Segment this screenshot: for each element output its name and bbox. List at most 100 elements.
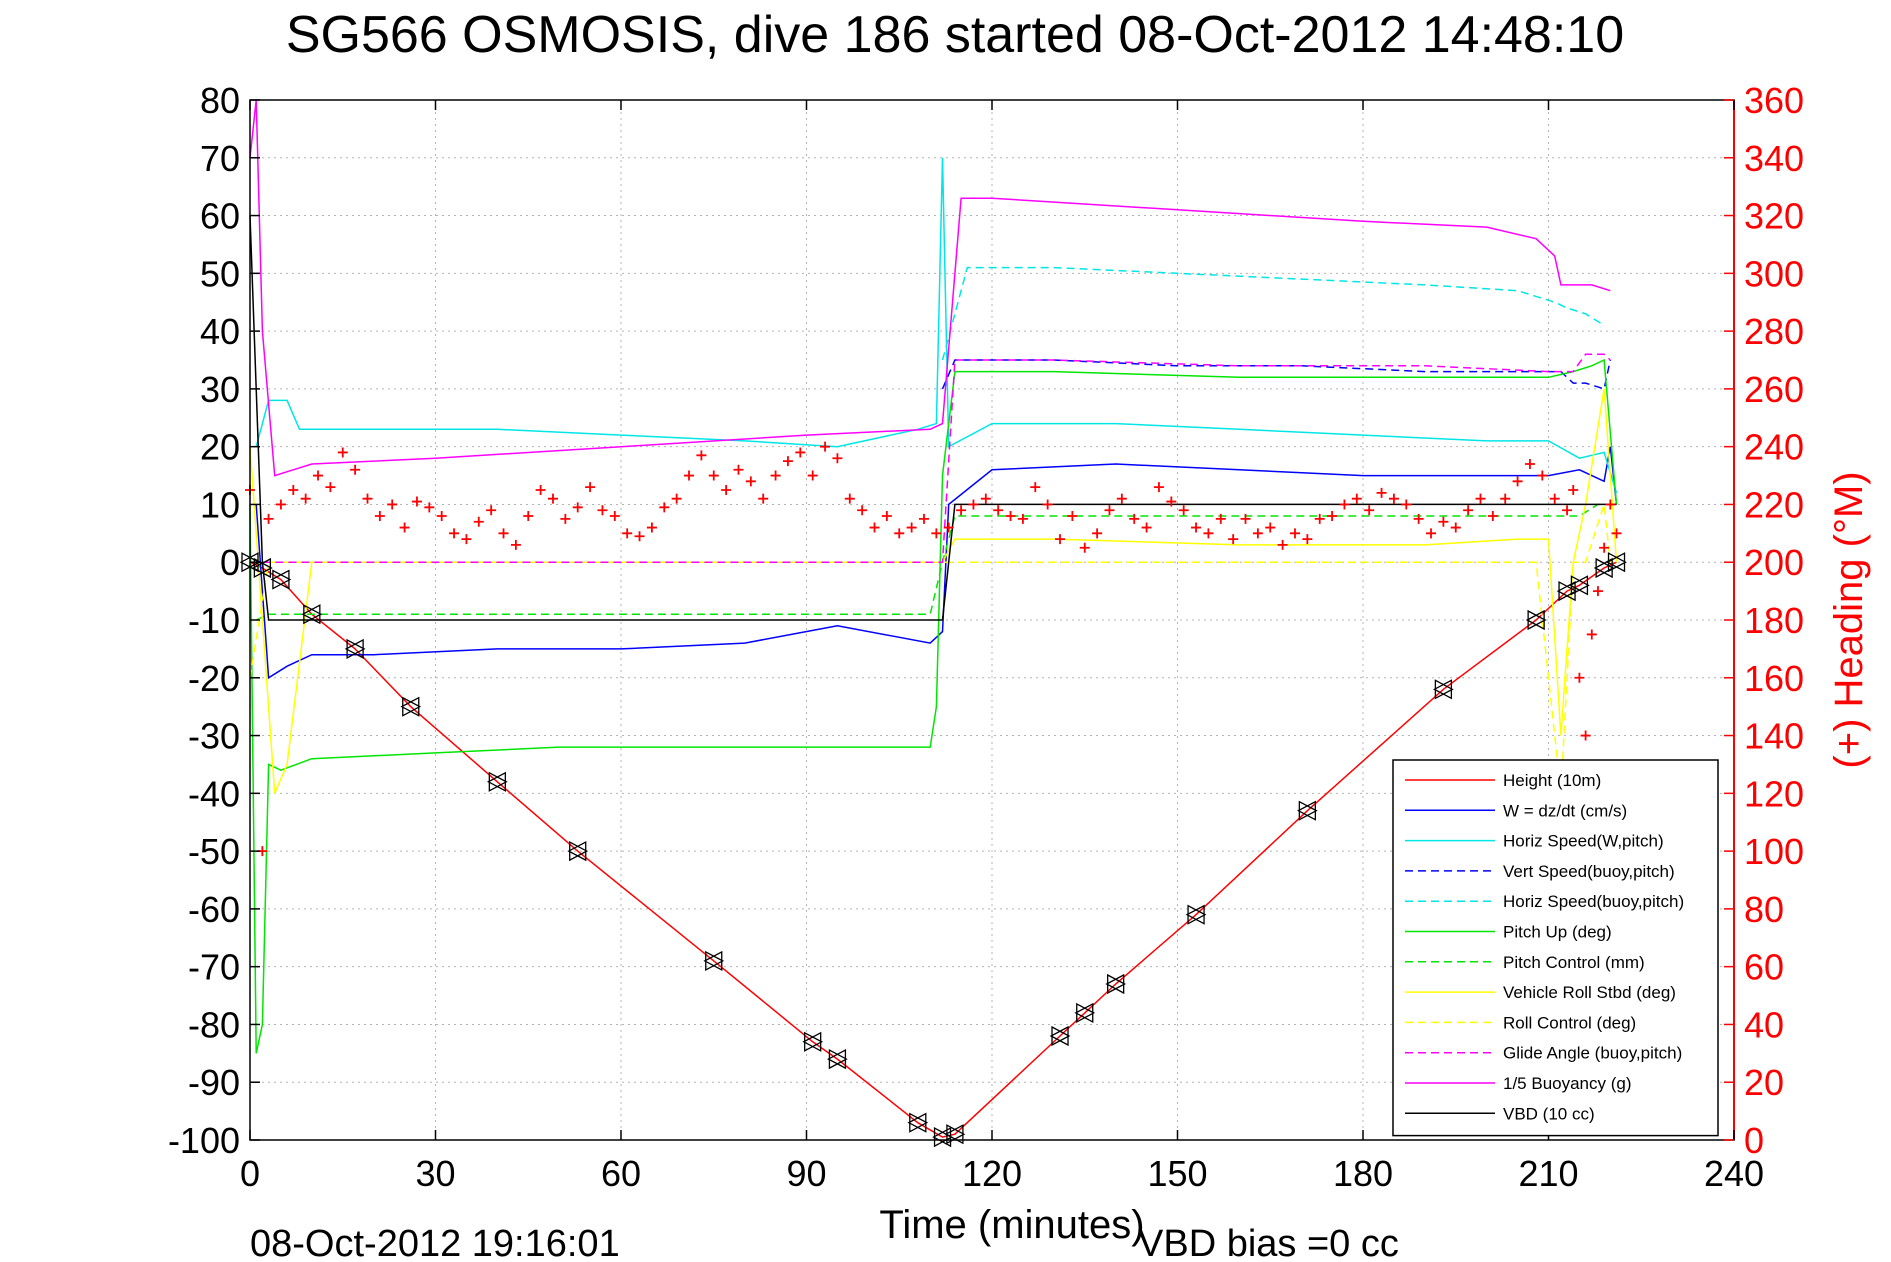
waypoint-marker	[1606, 552, 1627, 573]
y-tick-label: 50	[200, 253, 240, 294]
series-line-6	[255, 503, 1611, 621]
heading-point	[362, 493, 373, 504]
heading-point	[1191, 522, 1202, 533]
series-line-5	[249, 358, 1618, 1054]
series-layer	[249, 99, 1618, 1138]
heading-point	[399, 522, 410, 533]
y2-tick-label: 80	[1744, 889, 1784, 930]
heading-point	[1463, 505, 1474, 516]
y-tick-label: -30	[188, 716, 240, 757]
y-tick-label: -100	[168, 1120, 240, 1161]
heading-point	[1475, 493, 1486, 504]
heading-point	[498, 528, 509, 539]
heading-point	[1240, 513, 1251, 524]
heading-point	[1203, 528, 1214, 539]
x-tick-label: 120	[962, 1153, 1022, 1194]
x-tick-label: 210	[1518, 1153, 1578, 1194]
series-line-3	[941, 359, 1612, 390]
waypoint-marker	[567, 841, 589, 862]
heading-point	[1413, 513, 1424, 524]
waypoint-marker	[907, 1112, 929, 1133]
legend-label: 1/5 Buoyancy (g)	[1503, 1074, 1632, 1093]
timestamp-footer: 08-Oct-2012 19:16:01	[250, 1223, 620, 1262]
y2-tick-label: 0	[1744, 1120, 1764, 1161]
heading-point	[1277, 539, 1288, 550]
heading-point	[1228, 534, 1239, 545]
heading-point	[931, 528, 942, 539]
y-tick-label: 80	[200, 80, 240, 121]
y2-tick-label: 100	[1744, 831, 1804, 872]
heading-point	[585, 482, 596, 493]
legend: Height (10m) W = dz/dt (cm/s) Horiz Speed(…	[1392, 759, 1719, 1137]
y2-axis-label: (+) Heading (°M)	[1827, 471, 1871, 768]
y-tick-label: -50	[188, 831, 240, 872]
waypoint-marker	[827, 1049, 848, 1070]
heading-point	[646, 522, 657, 533]
heading-point	[1351, 493, 1362, 504]
legend-label: Height (10m)	[1503, 771, 1601, 790]
heading-point	[980, 493, 991, 504]
heading-point	[1586, 629, 1597, 640]
heading-point	[622, 528, 633, 539]
heading-point	[1339, 499, 1350, 510]
y-tick-label: -90	[188, 1062, 240, 1103]
legend-label: Pitch Control (mm)	[1503, 953, 1645, 972]
y2-tick-label: 40	[1744, 1004, 1784, 1045]
heading-point	[881, 511, 892, 521]
legend-label: Roll Control (deg)	[1503, 1013, 1636, 1032]
x-tick-label: 240	[1704, 1153, 1764, 1194]
series-line-4	[941, 266, 1605, 361]
waypoint-marker	[944, 1124, 966, 1145]
y2-tick-label: 60	[1744, 947, 1784, 988]
series-line-0	[249, 561, 1617, 1138]
heading-point	[795, 447, 806, 458]
heading-point	[411, 496, 422, 507]
heading-point	[918, 513, 929, 524]
y-tick-label: 70	[200, 138, 240, 179]
heading-point	[1129, 513, 1140, 524]
y-tick-label: -40	[188, 773, 240, 814]
heading-point	[869, 522, 880, 533]
heading-point	[1388, 493, 1399, 504]
series-line-10	[249, 99, 1611, 477]
heading-point	[684, 470, 695, 481]
heading-point	[1079, 542, 1090, 553]
legend-box	[1392, 759, 1719, 1137]
heading-point	[387, 499, 398, 510]
heading-point	[263, 513, 274, 524]
heading-point	[968, 499, 979, 510]
waypoint-marker	[400, 696, 422, 717]
x-tick-label: 0	[240, 1153, 260, 1194]
waypoint-marker	[1296, 800, 1318, 821]
heading-point	[844, 493, 855, 504]
heading-point	[350, 464, 361, 475]
y-axis-ticks: 80 70 60 50 40 30 20 10 0 -10 -20 -30 -40 -50 -60 -70 -8…	[168, 80, 260, 1161]
heading-point	[1611, 528, 1622, 539]
y2-tick-label: 360	[1744, 80, 1804, 121]
heading-point	[1042, 499, 1053, 510]
x-tick-label: 150	[1147, 1153, 1207, 1194]
heading-point	[1153, 482, 1164, 493]
heading-point	[758, 493, 769, 504]
heading-point	[659, 502, 670, 513]
waypoint-marker	[486, 771, 508, 792]
legend-label: Horiz Speed(buoy,pitch)	[1503, 892, 1684, 911]
heading-point	[449, 528, 460, 539]
legend-label: VBD (10 cc)	[1503, 1104, 1595, 1123]
heading-point	[1092, 528, 1103, 539]
heading-point	[1580, 730, 1591, 741]
heading-point	[510, 539, 521, 550]
heading-point	[1574, 672, 1585, 683]
heading-point	[943, 522, 954, 533]
x-tick-label: 60	[601, 1153, 641, 1194]
y-tick-label: -70	[188, 947, 240, 988]
heading-point	[1438, 516, 1449, 527]
waypoint-marker	[1432, 679, 1454, 700]
y2-tick-label: 20	[1744, 1062, 1784, 1103]
y2-tick-label: 200	[1744, 542, 1804, 583]
heading-point	[547, 493, 558, 504]
y2-axis-ticks: 3603403203002802602402202001801601401201…	[1724, 80, 1804, 1161]
heading-point	[1599, 542, 1610, 553]
heading-point	[609, 511, 620, 521]
heading-point	[1104, 505, 1115, 516]
